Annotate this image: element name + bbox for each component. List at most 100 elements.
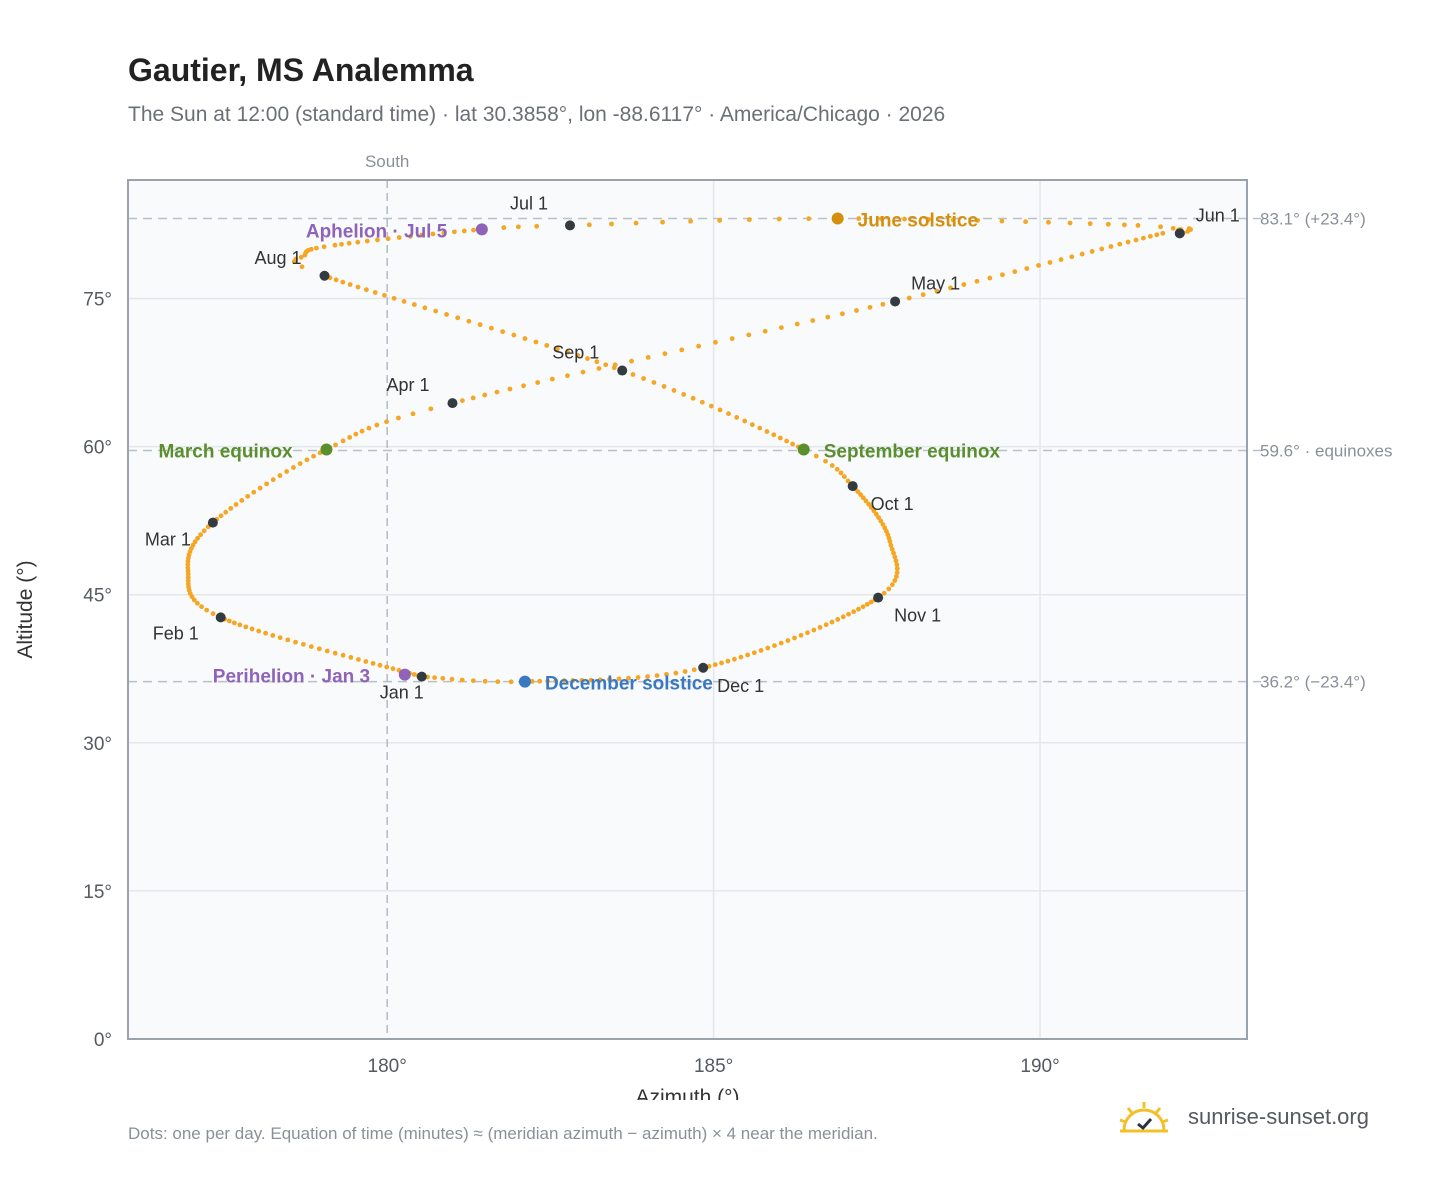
day-dot <box>1012 269 1018 275</box>
day-dot <box>1099 246 1105 252</box>
day-dot <box>894 562 900 568</box>
day-dot <box>534 223 540 229</box>
month-marker <box>847 481 858 492</box>
day-dot <box>314 245 319 251</box>
day-dot <box>771 432 777 438</box>
day-dot <box>199 604 204 610</box>
day-dot <box>192 539 198 545</box>
reference-label: 36.2° (−23.4°) <box>1260 673 1366 692</box>
day-dot <box>522 336 528 341</box>
day-dot <box>340 652 346 658</box>
day-dot <box>390 666 396 672</box>
day-dot <box>195 600 200 606</box>
day-dot <box>302 252 308 258</box>
day-dot <box>293 639 298 645</box>
day-dot <box>533 339 539 345</box>
day-dot <box>712 662 718 668</box>
day-dot <box>597 677 603 683</box>
day-dot <box>231 620 237 626</box>
day-dot <box>298 254 304 260</box>
event-label: December solstice <box>545 674 713 695</box>
day-dot <box>466 318 472 324</box>
day-dot <box>428 406 434 412</box>
day-dot <box>411 302 417 307</box>
day-dot <box>377 662 383 668</box>
label-layer: 0° 15° 30° 45° 60° 75° 180° 185° 190° South 83.1° … <box>14 152 1393 1100</box>
day-dot <box>778 640 784 646</box>
day-dot <box>451 229 457 235</box>
day-dot <box>654 673 660 679</box>
day-dot <box>840 614 846 620</box>
day-dot <box>508 679 514 685</box>
day-dot <box>823 458 828 464</box>
day-dot <box>363 659 369 664</box>
day-dot <box>585 356 590 361</box>
day-dot <box>868 599 874 605</box>
day-dot <box>696 343 702 349</box>
brand[interactable]: sunrise-sunset.org <box>1118 1100 1369 1134</box>
x-axis-label: Azimuth (°) <box>635 1086 739 1100</box>
day-dot <box>1185 228 1191 234</box>
day-dot <box>511 332 517 338</box>
day-dot <box>860 604 866 610</box>
day-dot <box>553 678 559 684</box>
day-dot <box>772 643 777 648</box>
day-dot <box>348 655 354 660</box>
day-dot <box>545 678 551 684</box>
day-dot <box>385 236 391 242</box>
day-dot <box>353 431 359 437</box>
plot-background-layer <box>127 179 1261 1040</box>
day-dot <box>742 418 748 424</box>
day-dot <box>1036 263 1041 268</box>
day-dot <box>920 292 926 298</box>
day-dot <box>784 438 790 444</box>
day-dot <box>871 508 877 514</box>
day-dot <box>297 461 303 467</box>
brand-name: sunrise-sunset.org <box>1188 1104 1369 1129</box>
day-dot <box>461 228 467 234</box>
month-label: Oct 1 <box>871 494 914 514</box>
day-dot <box>881 590 887 596</box>
day-dot <box>794 321 800 327</box>
day-dot <box>316 646 322 652</box>
day-dot <box>725 658 731 664</box>
day-dot <box>332 650 338 656</box>
month-marker <box>215 612 226 623</box>
day-dot <box>1108 244 1114 249</box>
day-dot <box>470 395 476 401</box>
day-dot <box>835 617 841 622</box>
day-dot <box>893 574 899 579</box>
day-dot <box>270 477 276 483</box>
day-dot <box>270 633 276 638</box>
event-label: September equinox <box>824 442 1001 463</box>
month-label: Nov 1 <box>894 606 941 626</box>
day-dot <box>679 347 685 353</box>
day-dot <box>999 218 1005 224</box>
day-dot <box>717 407 723 413</box>
day-dot <box>876 515 882 520</box>
day-dot <box>886 586 892 592</box>
day-dot <box>856 606 861 612</box>
month-label: Dec 1 <box>717 676 764 696</box>
month-label: Jul 1 <box>510 193 548 213</box>
day-dot <box>662 351 668 357</box>
event-label: Perihelion · Jan 3 <box>213 667 370 688</box>
day-dot <box>245 493 251 499</box>
day-dot <box>529 678 535 684</box>
marker-layer <box>207 212 1185 688</box>
day-dot <box>228 505 234 511</box>
day-dot <box>1105 221 1111 227</box>
day-dot <box>863 498 869 504</box>
day-dot <box>561 678 567 684</box>
month-label: Jan 1 <box>380 683 424 703</box>
day-dot <box>734 415 740 420</box>
x-tick-label: 180° <box>368 1056 407 1077</box>
day-dot <box>459 677 465 683</box>
event-marker <box>797 443 810 456</box>
day-dot <box>494 389 500 395</box>
day-dot <box>708 403 714 409</box>
day-dot <box>596 366 602 371</box>
day-dot <box>226 618 232 624</box>
day-dot <box>441 230 447 236</box>
day-dot <box>729 336 735 342</box>
